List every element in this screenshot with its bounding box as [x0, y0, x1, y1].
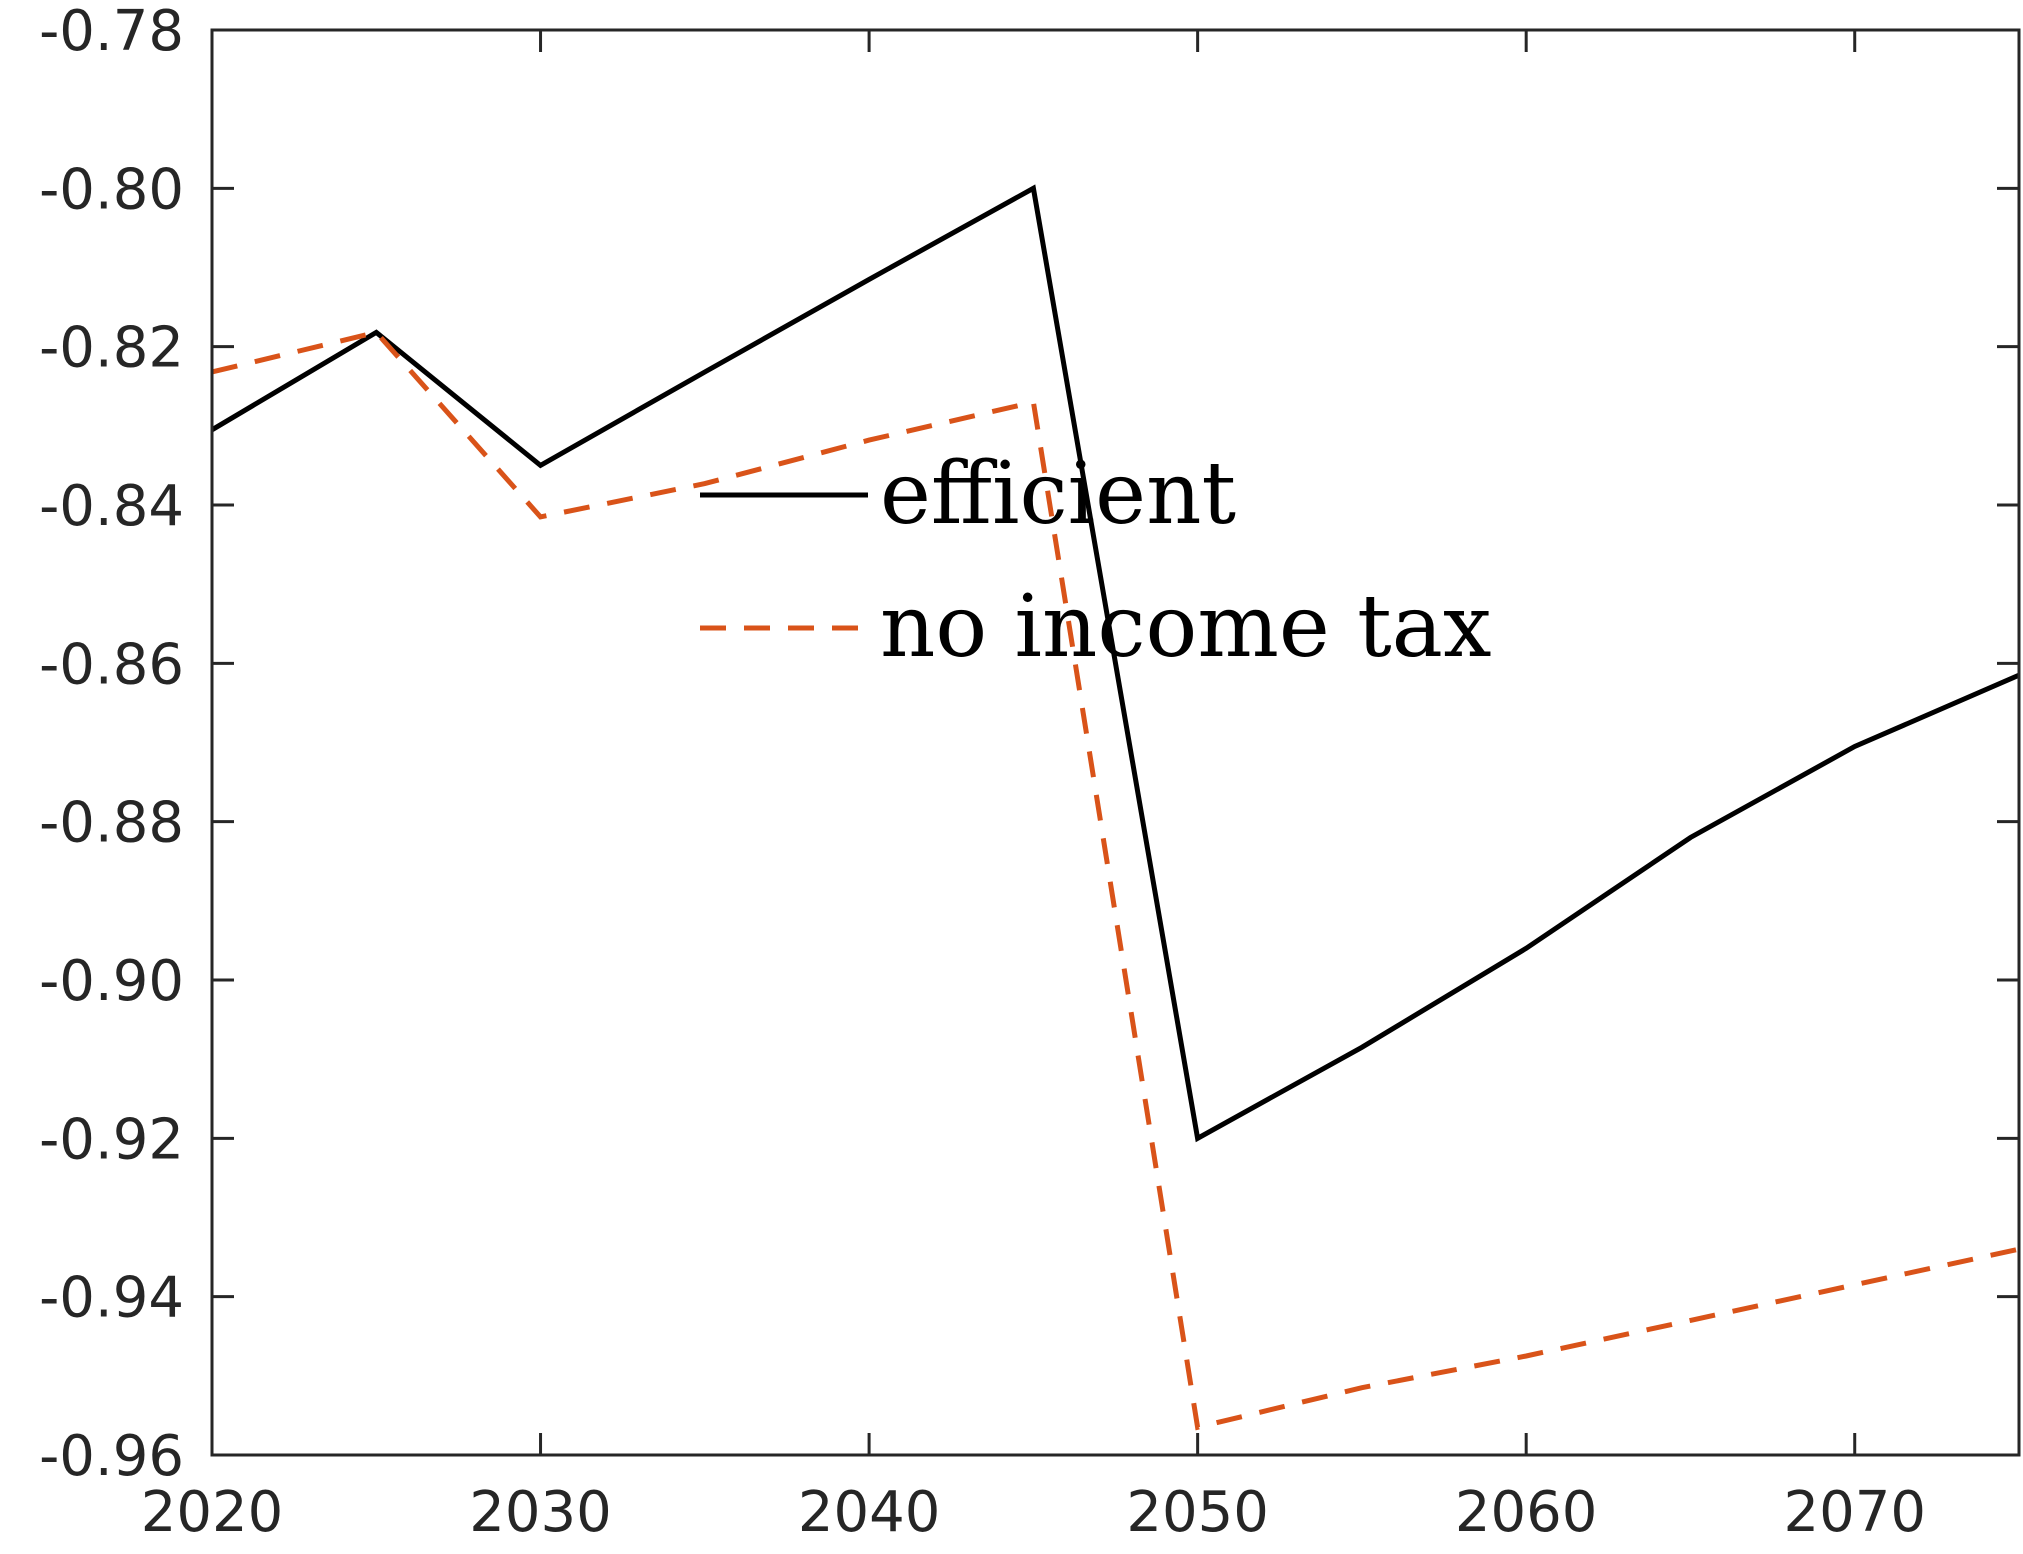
y-tick-label: -0.96 [39, 1424, 184, 1489]
y-tick-label: -0.94 [39, 1266, 184, 1331]
legend: efficient no income tax [700, 444, 1491, 677]
y-tick-label: -0.88 [39, 791, 184, 856]
y-tick-label: -0.90 [39, 949, 184, 1014]
x-tick-label: 2050 [1126, 1480, 1269, 1545]
axes-box [210, 28, 2021, 1457]
x-tick-label: 2070 [1783, 1480, 1926, 1545]
y-tick-label: -0.80 [39, 157, 184, 222]
x-axis: 2020 2030 2040 2050 2060 2070 [141, 30, 1926, 1545]
y-tick-label: -0.78 [39, 0, 184, 64]
series-line-efficient [212, 184, 2019, 1143]
y-tick-label: -0.86 [39, 632, 184, 697]
legend-label: no income tax [880, 577, 1491, 677]
y-axis: -0.78 -0.80 -0.82 -0.84 -0.86 -0.88 -0.90 -0.92… [39, 0, 2019, 1489]
y-tick-label: -0.84 [39, 474, 184, 539]
x-tick-label: 2030 [469, 1480, 612, 1545]
y-tick-label: -0.92 [39, 1107, 184, 1172]
x-tick-label: 2020 [141, 1480, 284, 1545]
legend-label: efficient [880, 444, 1236, 544]
plot-area [212, 184, 2019, 1431]
x-tick-label: 2060 [1455, 1480, 1598, 1545]
x-tick-label: 2040 [798, 1480, 941, 1545]
y-tick-label: -0.82 [39, 316, 184, 381]
series-line-no-income-tax [212, 329, 2019, 1431]
